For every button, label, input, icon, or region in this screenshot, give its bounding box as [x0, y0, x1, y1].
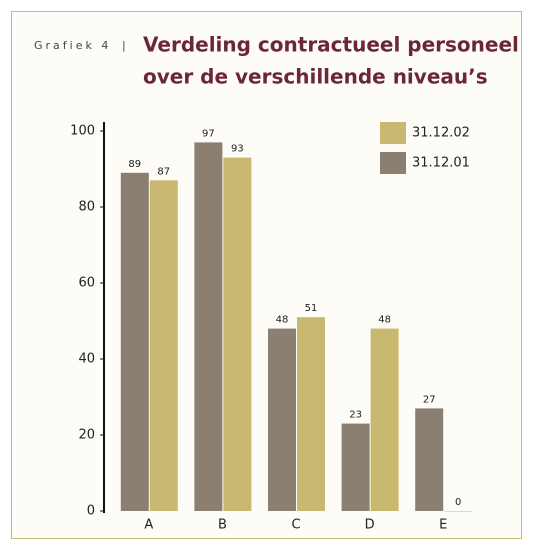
value-label: 48	[378, 315, 391, 326]
x-tick-label: A	[144, 518, 153, 533]
y-tick-label: 80	[78, 200, 95, 215]
bar	[194, 142, 223, 511]
bar	[120, 172, 149, 512]
value-label: 89	[128, 159, 141, 170]
value-label: 0	[455, 497, 461, 508]
legend-swatch	[380, 122, 406, 144]
value-label: 51	[305, 303, 318, 314]
chart-title: Verdeling contractueel personeel	[143, 33, 519, 57]
value-label: 97	[202, 128, 215, 139]
bar	[149, 180, 178, 511]
legend-label: 31.12.01	[412, 156, 470, 171]
chart-label: Grafiek 4	[34, 39, 111, 52]
bar	[444, 511, 473, 512]
chart-title: over de verschillende niveau’s	[143, 65, 488, 89]
x-tick-label: D	[365, 518, 375, 533]
y-tick-label: 40	[78, 352, 95, 367]
y-tick-label: 100	[70, 124, 95, 139]
x-tick-label: C	[291, 518, 300, 533]
bar	[223, 157, 252, 511]
bar	[268, 328, 296, 511]
value-label: 87	[157, 166, 170, 177]
bar	[341, 423, 370, 511]
legend-label: 31.12.02	[412, 126, 470, 141]
separator: |	[122, 39, 129, 52]
bar	[297, 317, 325, 511]
bar	[415, 408, 444, 511]
value-label: 23	[349, 410, 362, 421]
x-tick-label: E	[439, 518, 447, 533]
x-tick-label: B	[218, 518, 227, 533]
bar	[370, 328, 399, 511]
y-tick-label: 60	[78, 276, 95, 291]
y-tick-label: 0	[87, 504, 95, 519]
y-tick-label: 20	[78, 428, 95, 443]
value-label: 48	[276, 315, 289, 326]
value-label: 93	[231, 144, 244, 155]
value-label: 27	[423, 394, 436, 405]
legend-swatch	[380, 152, 406, 174]
